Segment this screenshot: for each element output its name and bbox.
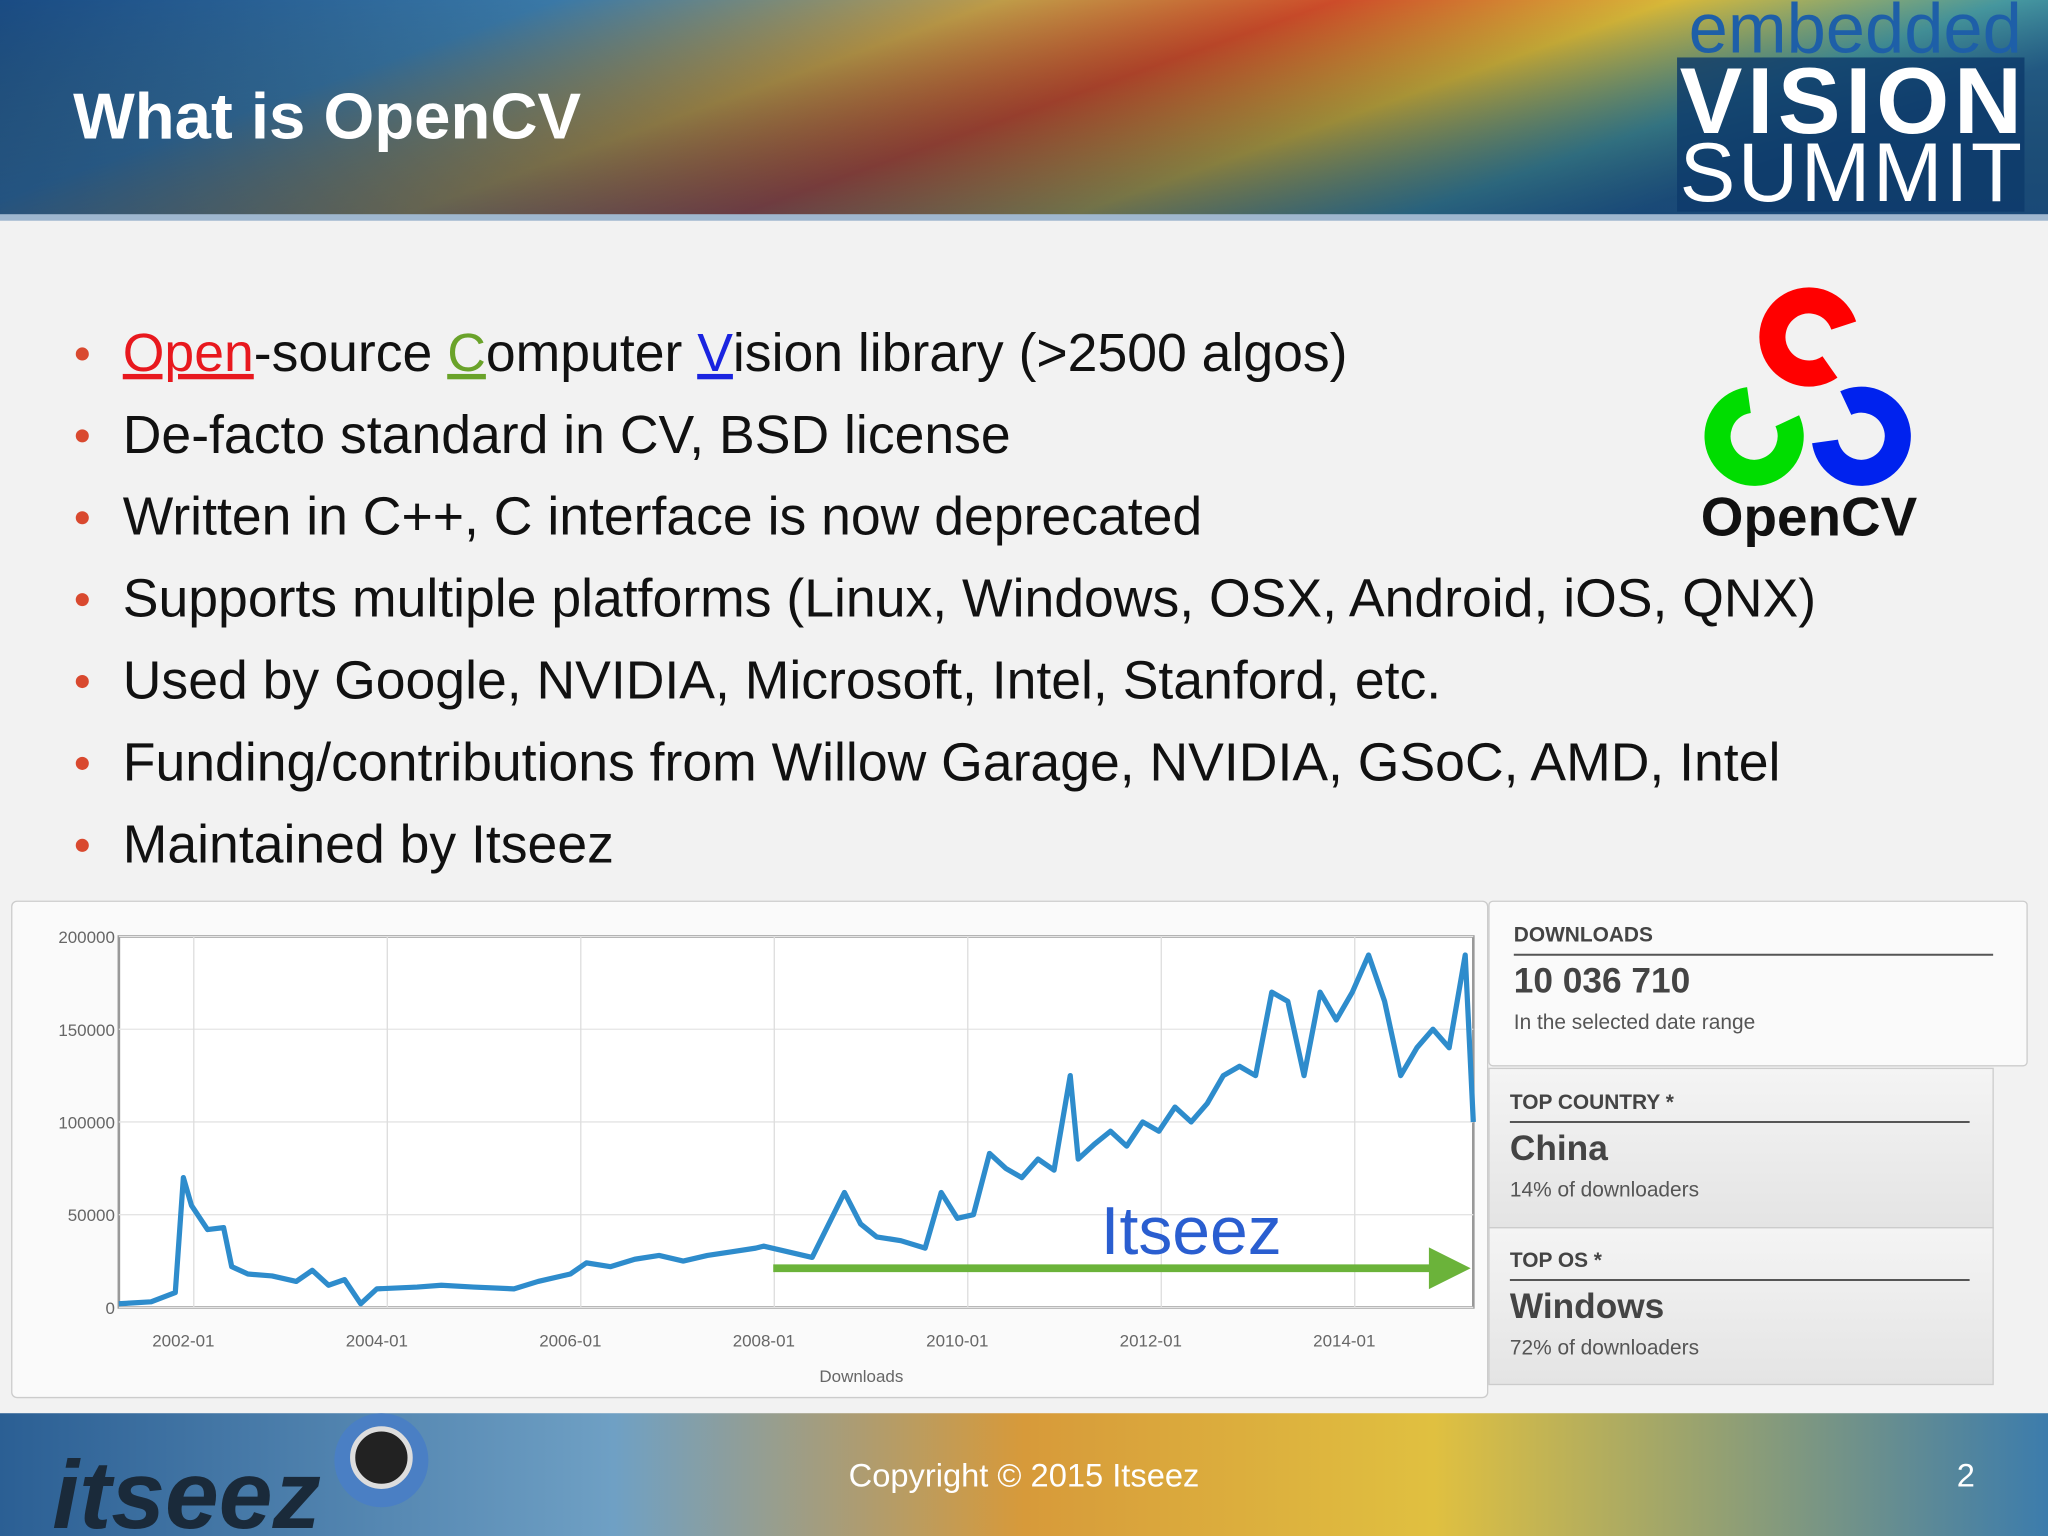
bullet-segment: Funding/contributions from Willow Garage… bbox=[123, 733, 1781, 792]
logo-green bbox=[1704, 386, 1804, 486]
stat-label: TOP COUNTRY * bbox=[1510, 1091, 1675, 1114]
logo-red bbox=[1759, 287, 1859, 387]
stat-note: 72% of downloaders bbox=[1510, 1336, 1699, 1359]
copyright: Copyright © 2015 Itseez bbox=[849, 1456, 1200, 1493]
stat-box bbox=[1488, 1227, 1994, 1386]
y-tick-label: 50000 bbox=[68, 1206, 115, 1225]
x-tick-label: 2012-01 bbox=[1120, 1332, 1182, 1351]
header-rule bbox=[0, 214, 2048, 221]
bullet-segment: Used by Google, NVIDIA, Microsoft, Intel… bbox=[123, 652, 1441, 711]
logo-blue bbox=[1811, 386, 1911, 486]
stat-label: TOP OS * bbox=[1510, 1249, 1603, 1272]
logo-embedded: embedded bbox=[1689, 0, 2022, 67]
stat-note: In the selected date range bbox=[1514, 1011, 1755, 1034]
bullet-dot bbox=[75, 838, 89, 852]
bullet-text: Supports multiple platforms (Linux, Wind… bbox=[123, 570, 1816, 629]
x-tick-label: 2006-01 bbox=[539, 1332, 601, 1351]
brand-pupil bbox=[350, 1426, 413, 1489]
stat-value: 10 036 710 bbox=[1514, 962, 1690, 1001]
bullet-dot bbox=[75, 675, 89, 689]
logo-summit: SUMMIT bbox=[1680, 125, 2022, 219]
logo-text: OpenCV bbox=[1701, 486, 1918, 548]
bullet-segment: omputer bbox=[486, 324, 697, 383]
bullet-segment: Maintained by Itseez bbox=[123, 815, 614, 874]
annotation-arrowhead bbox=[1428, 1247, 1471, 1290]
bullet-text: Open-source Computer Vision library (>25… bbox=[123, 324, 1348, 383]
stat-note: 14% of downloaders bbox=[1510, 1178, 1699, 1201]
bullet-dot bbox=[75, 756, 89, 770]
bullet-list: Open-source Computer Vision library (>25… bbox=[75, 324, 1816, 874]
y-tick-label: 100000 bbox=[58, 1113, 115, 1132]
y-tick-label: 150000 bbox=[58, 1021, 115, 1040]
page-number: 2 bbox=[1957, 1456, 1975, 1493]
footer-brand: itseez bbox=[52, 1442, 321, 1536]
chart: 0 50000 100000 150000 200000 2002-01 2004-01 20… bbox=[58, 928, 1476, 1386]
logo-box bbox=[1677, 57, 2025, 212]
stat-box bbox=[1488, 900, 2028, 1067]
series-line bbox=[118, 952, 1476, 1307]
x-tick-label: 2010-01 bbox=[926, 1332, 988, 1351]
logo-vision: VISION bbox=[1680, 48, 2022, 153]
annotation: Itseez bbox=[1101, 1194, 1282, 1269]
bullet-text: Written in C++, C interface is now depre… bbox=[123, 488, 1202, 547]
bullet-dot bbox=[75, 593, 89, 607]
slide-title: What is OpenCV bbox=[73, 79, 581, 152]
x-tick-label: 2002-01 bbox=[152, 1332, 214, 1351]
bullet-segment: Open bbox=[123, 324, 254, 383]
x-tick-label: 2014-01 bbox=[1313, 1332, 1375, 1351]
bullet-segment: De-facto standard in CV, BSD license bbox=[123, 406, 1011, 465]
x-tick-label: 2008-01 bbox=[733, 1332, 795, 1351]
opencv-logo: OpenCV bbox=[1701, 287, 1918, 548]
bullet-segment: V bbox=[697, 324, 733, 383]
y-tick-label: 200000 bbox=[58, 928, 115, 947]
y-tick-label: 0 bbox=[106, 1299, 115, 1318]
stat-value: China bbox=[1510, 1129, 1608, 1168]
bullet-text: Maintained by Itseez bbox=[123, 815, 614, 874]
bullet-segment: ision library (>2500 algos) bbox=[733, 324, 1348, 383]
stat-value: Windows bbox=[1510, 1287, 1664, 1326]
bullet-segment: C bbox=[447, 324, 486, 383]
bullet-dot bbox=[75, 429, 89, 443]
stat-label: DOWNLOADS bbox=[1514, 924, 1653, 947]
bullet-text: De-facto standard in CV, BSD license bbox=[123, 406, 1011, 465]
x-axis-label: Downloads bbox=[819, 1367, 903, 1386]
bullet-segment: Written in C++, C interface is now depre… bbox=[123, 488, 1202, 547]
stat-box bbox=[1488, 1067, 1994, 1229]
bullet-text: Used by Google, NVIDIA, Microsoft, Intel… bbox=[123, 652, 1441, 711]
bullet-text: Funding/contributions from Willow Garage… bbox=[123, 733, 1781, 792]
stats-panel: DOWNLOADS 10 036 710 In the selected date … bbox=[1509, 924, 1994, 1359]
bullet-dot bbox=[75, 511, 89, 525]
bullet-dot bbox=[75, 347, 89, 361]
bullet-segment: Supports multiple platforms (Linux, Wind… bbox=[123, 570, 1816, 629]
x-tick-label: 2004-01 bbox=[346, 1332, 408, 1351]
bullet-segment: -source bbox=[254, 324, 447, 383]
